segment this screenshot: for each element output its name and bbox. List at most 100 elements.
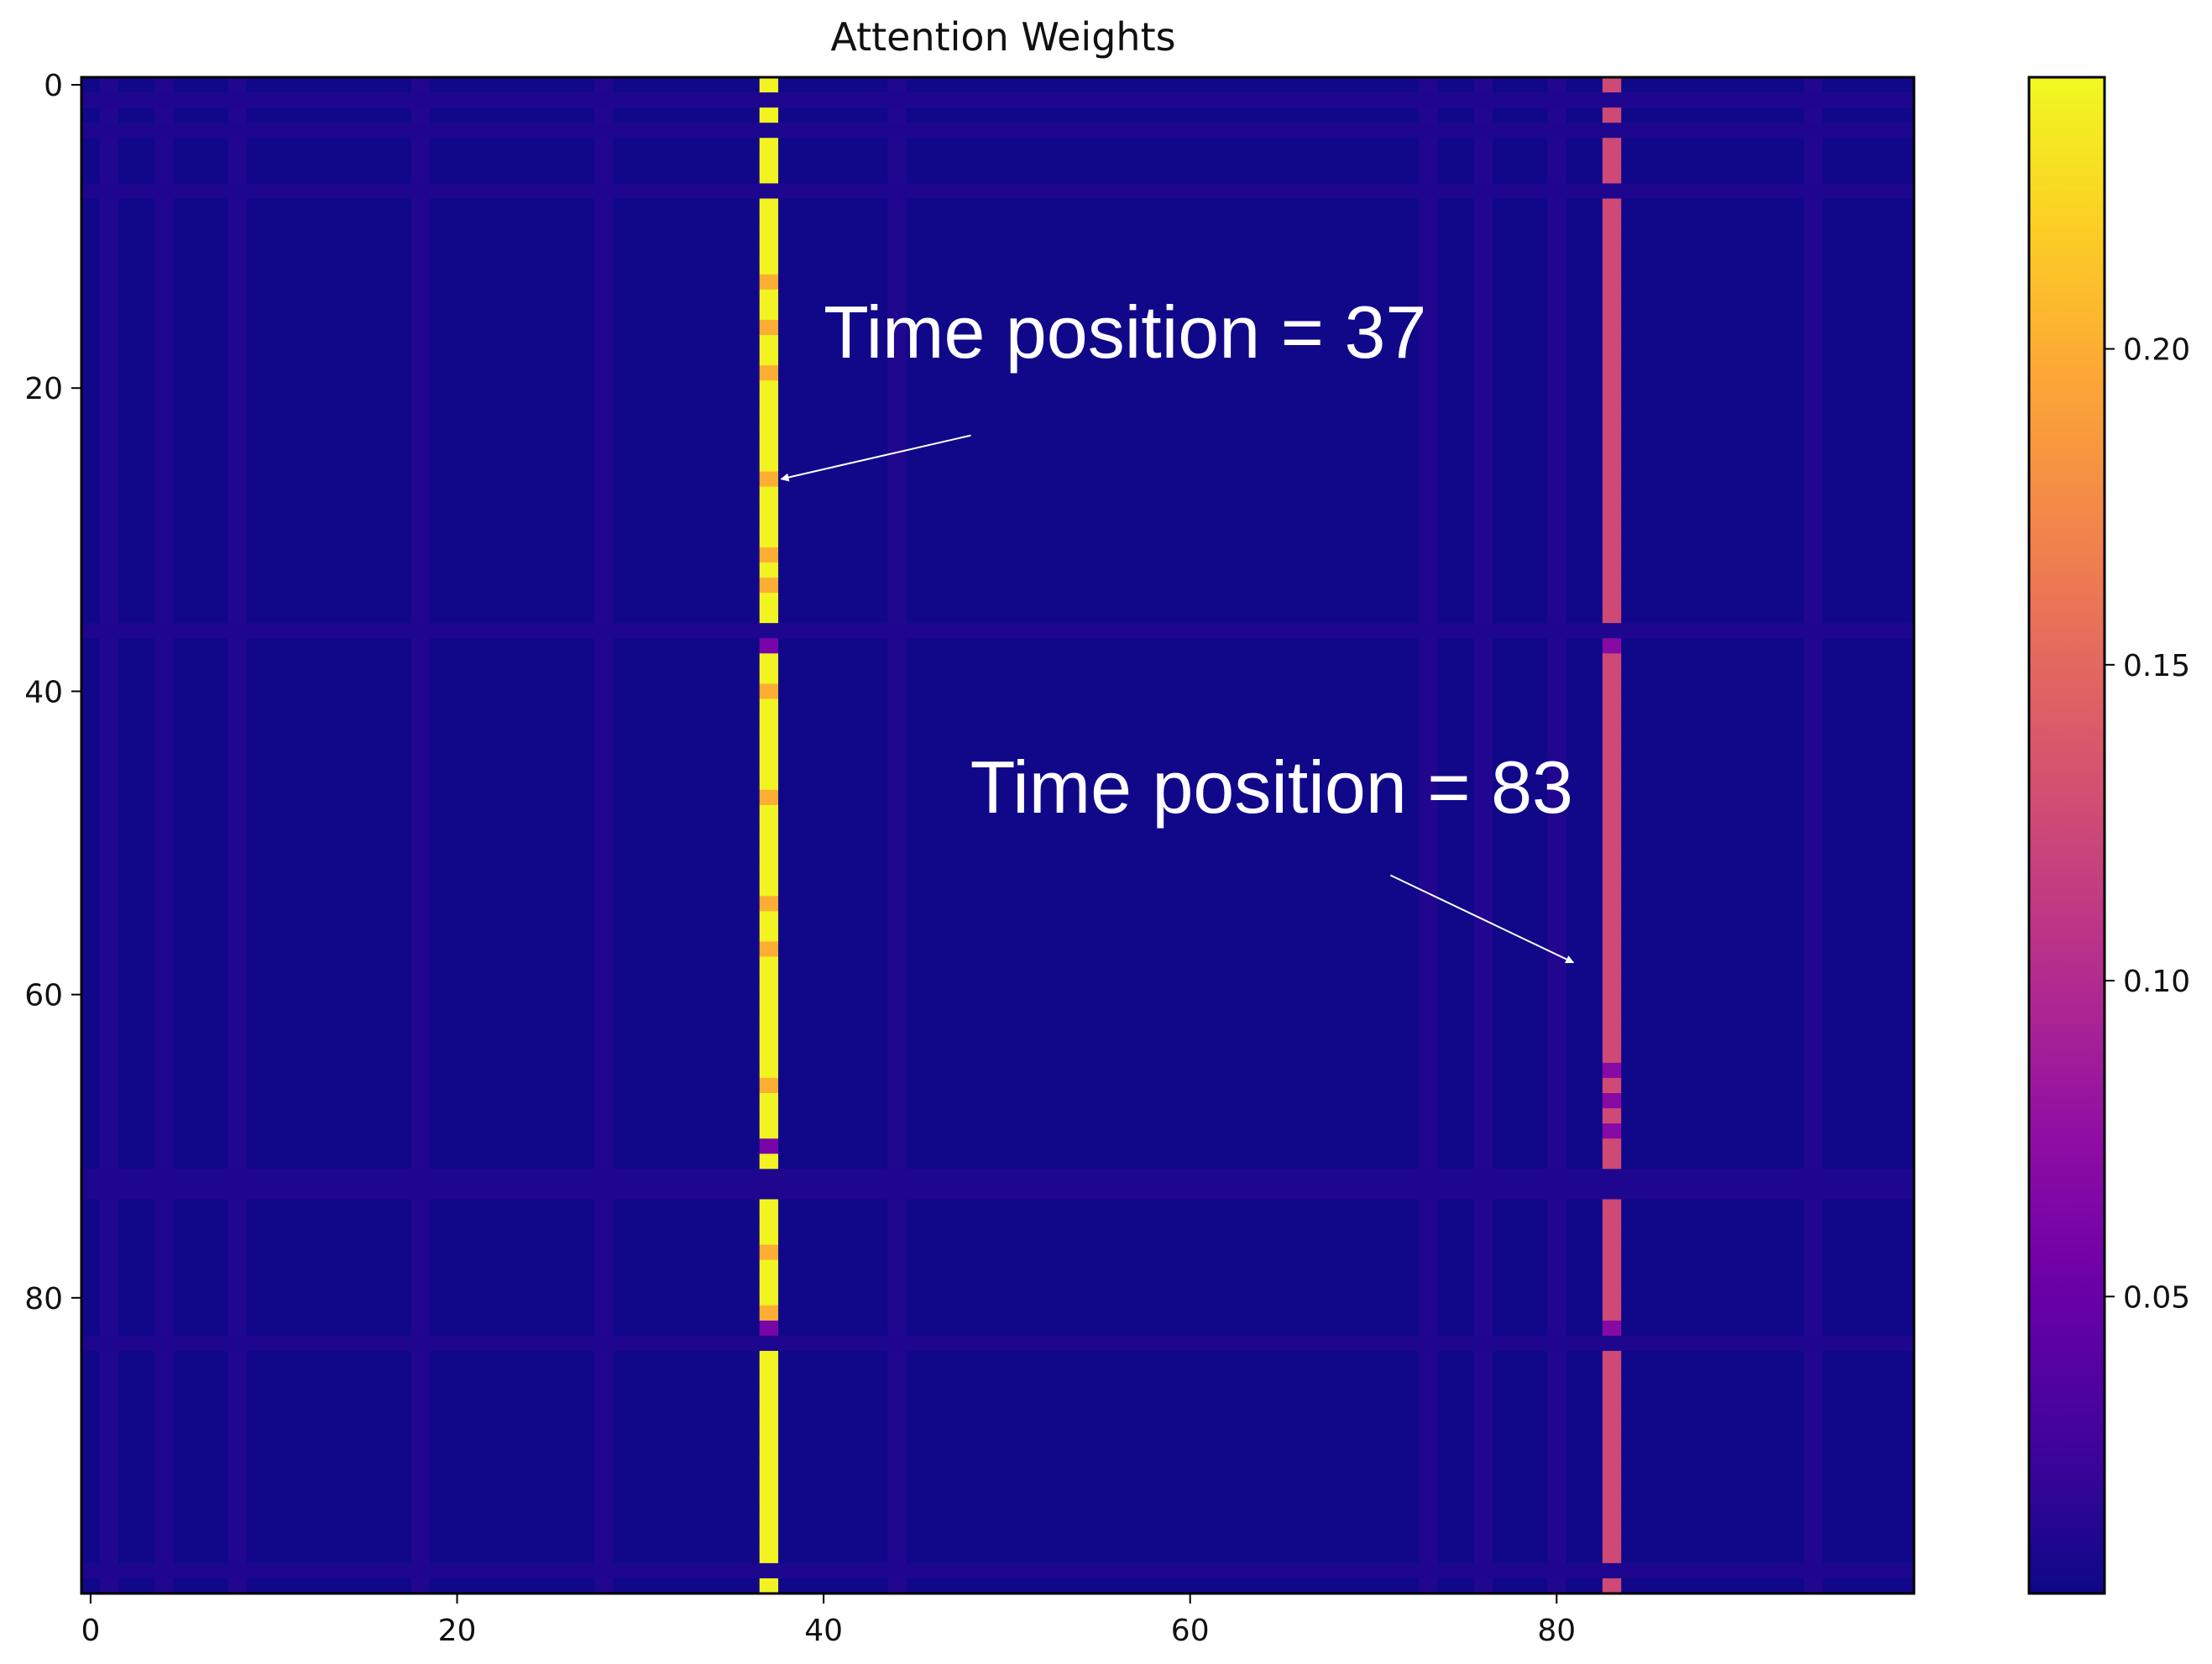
heatmap-faint-row (81, 623, 1914, 639)
heatmap-cell (1602, 653, 1622, 669)
heatmap-cell (1602, 1032, 1622, 1049)
heatmap-cell (1602, 228, 1622, 245)
heatmap-cell (759, 138, 779, 154)
heatmap-cell (759, 441, 779, 457)
heatmap-cell (1602, 623, 1622, 639)
heatmap-cell (759, 1047, 779, 1064)
heatmap-cell (1602, 744, 1622, 761)
heatmap-cell (1602, 1169, 1622, 1185)
heatmap-faint-row (81, 1562, 1914, 1578)
heatmap-faint-column (594, 77, 614, 1593)
heatmap-cell (1602, 699, 1622, 715)
colorbar (2027, 76, 2106, 1595)
heatmap-cell (1602, 471, 1622, 488)
heatmap-cell (759, 516, 779, 533)
heatmap-cell (1602, 562, 1622, 578)
heatmap-cell (759, 319, 779, 336)
heatmap-cell (1602, 819, 1622, 836)
heatmap-cell (1602, 593, 1622, 609)
heatmap-cell (759, 789, 779, 806)
heatmap-cell (759, 1199, 779, 1215)
heatmap-cell (759, 198, 779, 215)
heatmap-cell (759, 1184, 779, 1200)
heatmap-cell (759, 289, 779, 306)
heatmap-cell (759, 1123, 779, 1139)
heatmap-cell (759, 1517, 779, 1534)
heatmap-cell (1602, 138, 1622, 154)
heatmap-cell (759, 866, 779, 882)
heatmap-cell (1602, 1411, 1622, 1427)
heatmap-cell (1602, 411, 1622, 426)
heatmap-cell (1602, 77, 1622, 93)
heatmap-cell (759, 562, 779, 578)
heatmap-cell (759, 714, 779, 730)
heatmap-cell (1602, 1274, 1622, 1291)
heatmap-cell (759, 411, 779, 426)
heatmap-cell (1602, 1062, 1622, 1079)
heatmap-cell (1602, 365, 1622, 381)
heatmap-faint-column (887, 77, 907, 1593)
heatmap-cell (759, 941, 779, 957)
heatmap-cell (1602, 1562, 1622, 1579)
heatmap-cell (759, 699, 779, 715)
heatmap-cell (759, 486, 779, 503)
heatmap-cell (759, 1093, 779, 1109)
heatmap-faint-column (154, 77, 174, 1593)
colorbar-axis: 0.05 0.10 0.15 0.20 (2105, 333, 2190, 1315)
heatmap-cell (759, 1562, 779, 1579)
heatmap-cell (1602, 289, 1622, 306)
heatmap-cell (759, 547, 779, 563)
heatmap-cell (759, 1381, 779, 1397)
heatmap-cell (1602, 1138, 1622, 1154)
heatmap-cell (1602, 1351, 1622, 1367)
heatmap-cell (759, 153, 779, 169)
heatmap-cell (759, 1320, 779, 1337)
heatmap-cell (1602, 1502, 1622, 1519)
heatmap-cell (759, 77, 779, 93)
heatmap-cell (759, 304, 779, 321)
heatmap-cell (759, 956, 779, 973)
heatmap-faint-row (81, 1335, 1914, 1352)
heatmap-cell (759, 1002, 779, 1018)
heatmap-cell (1602, 1335, 1622, 1352)
heatmap-cell (759, 123, 779, 139)
annotation-arrow (1389, 874, 1575, 964)
heatmap-cell (759, 335, 779, 351)
heatmap-cell (759, 896, 779, 912)
heatmap-cell (1602, 547, 1622, 563)
plot-frame (80, 76, 1916, 1595)
heatmap-cell (759, 774, 779, 791)
heatmap-cell (1602, 789, 1622, 806)
heatmap-cell (1602, 1532, 1622, 1549)
heatmap-cell (1602, 683, 1622, 699)
heatmap-cell (1602, 1184, 1622, 1200)
heatmap-cell (1602, 911, 1622, 927)
heatmap-cell (759, 1077, 779, 1094)
heatmap-cell (759, 1169, 779, 1185)
heatmap-cell (1602, 1426, 1622, 1442)
heatmap-cell (1602, 881, 1622, 897)
heatmap-cells (81, 77, 1914, 1594)
heatmap-cell (759, 850, 779, 866)
heatmap-cell (1602, 1487, 1622, 1504)
heatmap-cell (1602, 608, 1622, 624)
heatmap-cell (1602, 259, 1622, 275)
heatmap-cell (1602, 971, 1622, 988)
x-tick-label: 60 (1171, 1614, 1210, 1648)
heatmap-cell (759, 1274, 779, 1291)
heatmap-cell (759, 926, 779, 942)
heatmap-cell (759, 1578, 779, 1594)
heatmap-cell (1602, 426, 1622, 442)
heatmap-cell (759, 183, 779, 199)
y-axis: 0 20 40 60 80 (24, 69, 81, 1316)
heatmap-cell (1602, 1290, 1622, 1306)
heatmap-cell (1602, 1381, 1622, 1397)
heatmap-cell (759, 835, 779, 851)
heatmap-cell (759, 744, 779, 761)
heatmap-cell (759, 426, 779, 442)
heatmap-cell (759, 911, 779, 927)
heatmap-cell (759, 274, 779, 290)
heatmap-faint-column (1419, 77, 1438, 1593)
heatmap-cell (1602, 577, 1622, 594)
